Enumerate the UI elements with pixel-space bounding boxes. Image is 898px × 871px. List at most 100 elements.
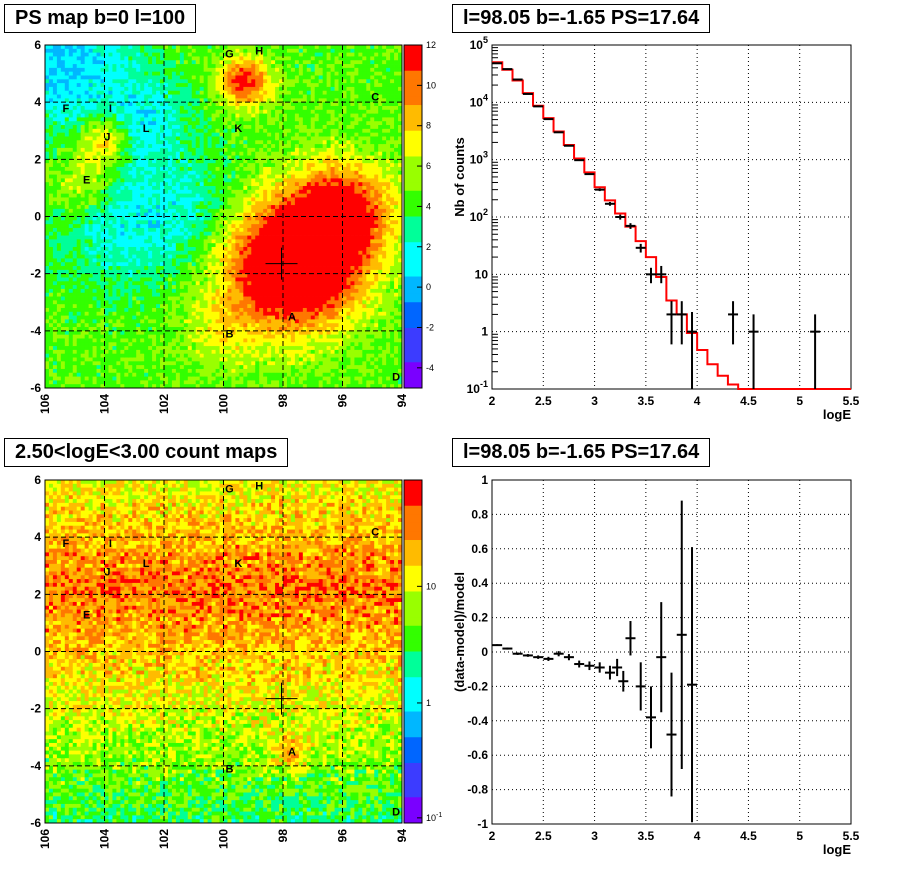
x-tick-label: 5.5: [843, 394, 860, 408]
colorbar-cell: [404, 720, 422, 730]
colorbar-cell: [404, 634, 422, 644]
colorbar-cell: [404, 600, 422, 610]
colorbar-cell: [404, 728, 422, 738]
x-tick-label: 96: [336, 829, 350, 843]
source-label-F: F: [62, 538, 69, 550]
y-tick-label: -0.2: [467, 679, 488, 693]
colorbar-cell: [404, 53, 422, 63]
data-point-18: [676, 301, 687, 345]
source-label-I: I: [109, 103, 112, 115]
y-tick-label: -6: [30, 381, 41, 395]
data-point-10: [594, 188, 605, 192]
spectrum-title: l=98.05 b=-1.65 PS=17.64: [452, 4, 711, 33]
count-map-title: 2.50<logE<3.00 count maps: [4, 438, 289, 467]
y-tick-label: -2: [30, 267, 41, 281]
colorbar-cell: [404, 591, 422, 601]
residual-point-18: [666, 672, 677, 797]
colorbar-tick-label: 10-1: [426, 812, 442, 823]
plot-frame: [491, 44, 852, 390]
y-tick-label: -6: [30, 816, 41, 830]
source-label-B: B: [225, 764, 233, 776]
residual-point-20: [687, 547, 698, 823]
heatmap-cells: [45, 45, 403, 389]
x-tick-label: 3: [591, 394, 598, 408]
colorbar-cell: [404, 574, 422, 584]
colorbar-cell: [404, 45, 422, 55]
residual-point-12: [612, 658, 623, 677]
y-tick-label: 104: [470, 92, 488, 109]
residual-point-15: [635, 662, 646, 711]
source-label-K: K: [234, 123, 242, 135]
residual-panel: 2 2.5 3 3.5 4 4.5 5 5.5 1 0.8 0.6 0.4 0.2 0 -0.2 -0.4 -0…: [452, 473, 860, 857]
y-tick-label: 102: [470, 207, 488, 224]
x-tick-label: 106: [38, 829, 52, 849]
heatmap-cells: [45, 480, 403, 824]
colorbar-cell: [404, 497, 422, 507]
x-tick-label: 102: [157, 829, 171, 849]
residual-point-6: [553, 651, 564, 657]
source-label-D: D: [392, 807, 400, 819]
source-label-D: D: [392, 372, 400, 384]
colorbar-cell: [404, 788, 422, 798]
x-tick-label: 102: [157, 394, 171, 414]
x-tick-label: 96: [336, 394, 350, 408]
colorbar-cell: [404, 780, 422, 790]
source-label-L: L: [143, 123, 150, 135]
colorbar-tick-label: -2: [426, 322, 434, 332]
data-point-5: [543, 118, 554, 121]
colorbar-cell: [404, 625, 422, 635]
y-tick-label: 105: [470, 35, 488, 52]
x-tick-label: 2.5: [535, 394, 552, 408]
x-tick-label: 100: [217, 829, 231, 849]
colorbar-cell: [404, 608, 422, 618]
colorbar-tick-label: 8: [426, 121, 431, 131]
y-tick-label: 2: [34, 152, 41, 166]
colorbar-cell: [404, 668, 422, 678]
x-tick-label: 94: [395, 829, 409, 843]
source-label-F: F: [62, 103, 69, 115]
colorbar-cell: [404, 242, 422, 252]
colorbar-cell: [404, 797, 422, 807]
y-tick-label: -4: [30, 759, 41, 773]
y-tick-label: 0: [34, 645, 41, 659]
x-tick-label: 104: [98, 394, 112, 414]
x-tick-label: 3.5: [638, 394, 655, 408]
colorbar-cell: [404, 505, 422, 515]
source-label-K: K: [234, 558, 242, 570]
x-tick-label: 100: [217, 394, 231, 414]
colorbar-cell: [404, 259, 422, 269]
colorbar-cell: [404, 617, 422, 627]
source-label-A: A: [288, 747, 296, 759]
residual-point-17: [656, 602, 667, 713]
x-axis-label: logE: [823, 842, 851, 857]
colorbar-cell: [404, 540, 422, 550]
colorbar-frame: [403, 479, 423, 824]
colorbar-cell: [404, 139, 422, 149]
colorbar-cell: [404, 285, 422, 295]
x-tick-label: 5.5: [843, 829, 860, 843]
colorbar-cell: [404, 87, 422, 97]
residual-point-0: [492, 644, 503, 647]
source-label-A: A: [288, 312, 296, 324]
colorbar-cell: [404, 336, 422, 346]
colorbar-cell: [404, 130, 422, 140]
colorbar-cell: [404, 370, 422, 380]
x-tick-label: 98: [276, 394, 290, 408]
plot-frame: [44, 44, 403, 389]
colorbar-cell: [404, 165, 422, 175]
data-point-14: [635, 243, 646, 253]
colorbar-tick-label: 6: [426, 161, 431, 171]
colorbar-cell: [404, 190, 422, 200]
residual-point-1: [502, 647, 513, 650]
x-tick-label: 3.5: [638, 829, 655, 843]
colorbar-cell: [404, 156, 422, 166]
y-tick-label: -0.4: [467, 714, 488, 728]
residual-point-8: [574, 660, 585, 668]
colorbar-cell: [404, 250, 422, 260]
colorbar-cell: [404, 488, 422, 498]
x-tick-label: 5: [796, 829, 803, 843]
colorbar-cell: [404, 642, 422, 652]
data-point-16: [656, 265, 667, 284]
y-tick-label: 1: [481, 325, 488, 339]
residual-point-3: [522, 654, 533, 657]
